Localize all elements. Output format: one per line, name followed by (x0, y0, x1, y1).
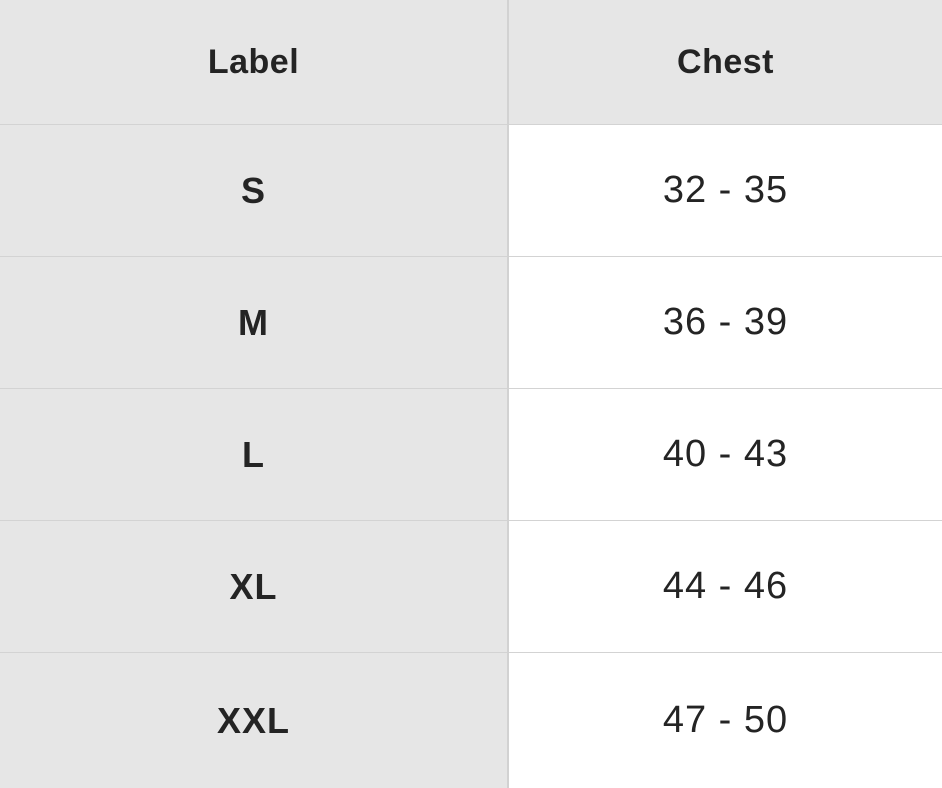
chest-value: 47 - 50 (662, 699, 789, 741)
table-row: S 32 - 35 (0, 124, 942, 257)
chest-value: 32 - 35 (508, 124, 942, 257)
table-row: XXL 47 - 50 (0, 652, 942, 788)
table-row: XL 44 - 46 (0, 520, 942, 653)
header-label: Label (0, 0, 509, 125)
chest-value: 36 - 39 (508, 256, 942, 389)
table-row: M 36 - 39 (0, 256, 942, 389)
size-label: S (0, 124, 509, 257)
header-chest: Chest (508, 0, 942, 125)
chest-value: 44 - 46 (508, 520, 942, 653)
size-label: M (0, 256, 509, 389)
table-row: L 40 - 43 (0, 388, 942, 521)
chest-value: 40 - 43 (508, 388, 942, 521)
header-row: Label Chest (0, 0, 942, 125)
size-label: XL (0, 520, 509, 653)
size-label: XXL (0, 652, 509, 788)
size-label: L (0, 388, 509, 521)
